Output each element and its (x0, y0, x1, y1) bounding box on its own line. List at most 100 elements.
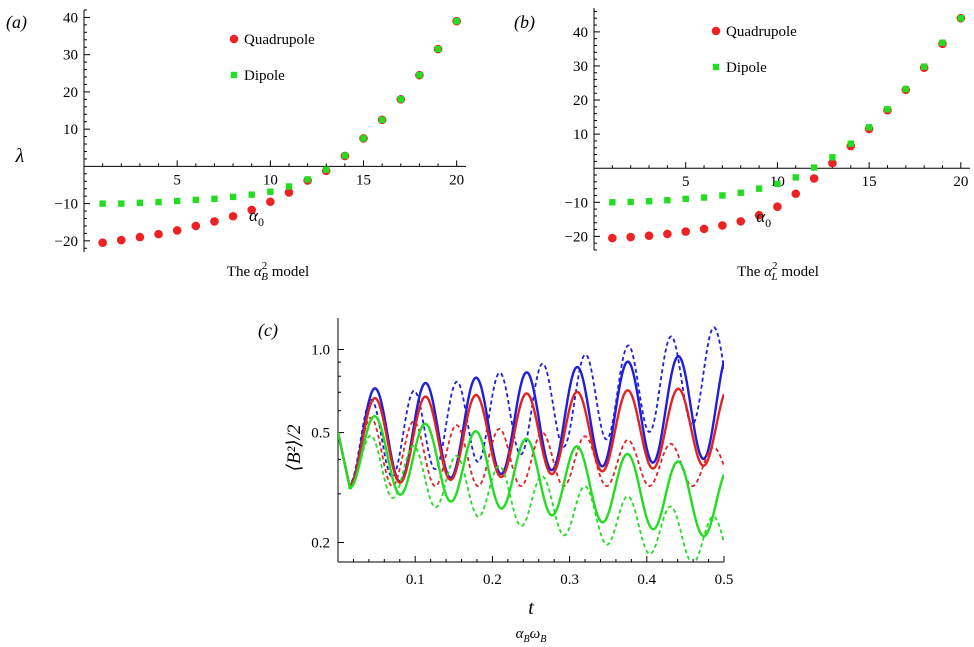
x-tick-label: 0.4 (637, 572, 656, 588)
legend-marker (229, 34, 239, 44)
series-line-5 (338, 432, 724, 562)
data-point (939, 39, 946, 46)
y-tick-label: 30 (63, 48, 78, 64)
y-tick-label: 0.5 (311, 426, 330, 442)
legend: Quadrupole Dipole (711, 24, 797, 76)
y-tick-label: −20 (55, 234, 78, 250)
data-point (609, 199, 616, 206)
x-tick-label: 5 (173, 172, 181, 188)
data-point (228, 211, 238, 221)
x-tick-label: 15 (356, 172, 371, 188)
data-point (416, 71, 423, 79)
data-point (810, 164, 818, 171)
data-point (902, 85, 910, 93)
data-point (172, 226, 182, 235)
legend-marker (712, 63, 720, 71)
x-axis-sublabel: αBωB (516, 626, 547, 645)
y-tick-label: 10 (573, 127, 588, 143)
x-tick-label: 15 (862, 174, 877, 190)
data-point (699, 224, 709, 234)
data-point (378, 116, 386, 124)
data-point (847, 140, 854, 147)
data-point (791, 189, 801, 199)
data-point (682, 195, 689, 203)
data-point (210, 217, 219, 226)
data-point (736, 217, 746, 226)
data-point (865, 124, 873, 131)
y-tick-label: 40 (573, 25, 588, 41)
panel-c-chart: 0.1 0.2 0.3 0.4 0.5 0.2 0.5 1.0 (c) ⟨B²⟩/2 t αBωB (258, 318, 733, 645)
data-point (809, 174, 819, 183)
y-tick-label: −20 (565, 229, 588, 245)
data-point (737, 189, 744, 196)
series-line-4 (338, 415, 724, 538)
legend-marker (230, 71, 238, 79)
y-tick-label: 40 (63, 10, 78, 26)
x-tick-label: 5 (682, 174, 690, 190)
data-point (754, 210, 764, 220)
data-point (323, 166, 330, 173)
panel-b-chart: −20−10102030405101520(b)α0QuadrupoleDipo… (514, 8, 970, 283)
y-tick-label: −10 (55, 197, 78, 213)
y-tick-label: 1.0 (311, 342, 330, 358)
legend-entry: Quadrupole (244, 32, 315, 48)
y-tick-label: 20 (573, 93, 588, 109)
data-point (304, 176, 311, 183)
legend-entry: Dipole (244, 68, 285, 84)
panel-caption: The α2 B model (227, 260, 309, 283)
panel-label: (c) (258, 320, 278, 341)
data-point (681, 227, 691, 236)
data-point (829, 154, 836, 161)
alpha0-annotation: α0 (756, 207, 771, 230)
data-point (267, 188, 274, 195)
data-point (700, 194, 708, 201)
y-axis-label: ⟨B²⟩/2 (284, 424, 305, 471)
series-line-2 (338, 387, 724, 488)
data-point (360, 135, 367, 142)
data-point (957, 15, 965, 22)
data-point (192, 196, 200, 204)
data-point (626, 232, 635, 242)
data-point (719, 192, 726, 199)
data-point (608, 233, 617, 243)
data-point (773, 202, 782, 212)
panel-label: (a) (6, 12, 27, 33)
y-tick-label: 0.2 (311, 536, 330, 552)
data-point (774, 180, 781, 188)
data-point (155, 198, 162, 206)
data-point (211, 195, 218, 202)
x-tick-label: 0.3 (560, 572, 579, 588)
data-point (118, 200, 125, 207)
series-line-1 (338, 326, 724, 486)
panel-label: (b) (514, 12, 535, 33)
data-point (664, 197, 671, 204)
data-point (828, 158, 837, 168)
x-tick-label: 20 (449, 172, 464, 188)
data-point (644, 231, 654, 240)
data-point (645, 198, 653, 205)
series-dipole (99, 17, 460, 207)
data-point (248, 191, 255, 198)
data-point (154, 229, 163, 239)
data-point (341, 152, 349, 159)
data-point (453, 17, 460, 25)
series-quadrupole (608, 13, 966, 243)
data-point (116, 235, 126, 245)
series-dipole (609, 15, 965, 206)
data-point (229, 193, 237, 201)
data-point (98, 238, 107, 247)
x-tick-label: 20 (953, 174, 968, 190)
series-quadrupole (98, 16, 461, 247)
data-point (792, 174, 799, 181)
legend-entry: Dipole (726, 60, 767, 76)
data-point (284, 188, 294, 197)
x-tick-label: 10 (263, 172, 278, 188)
data-point (136, 199, 144, 207)
panel-caption: The α2 L model (737, 260, 819, 283)
data-point (173, 197, 181, 205)
data-point (285, 183, 293, 190)
x-tick-label: 0.1 (406, 572, 425, 588)
data-point (397, 96, 404, 103)
y-axis-label: λ (15, 145, 25, 167)
